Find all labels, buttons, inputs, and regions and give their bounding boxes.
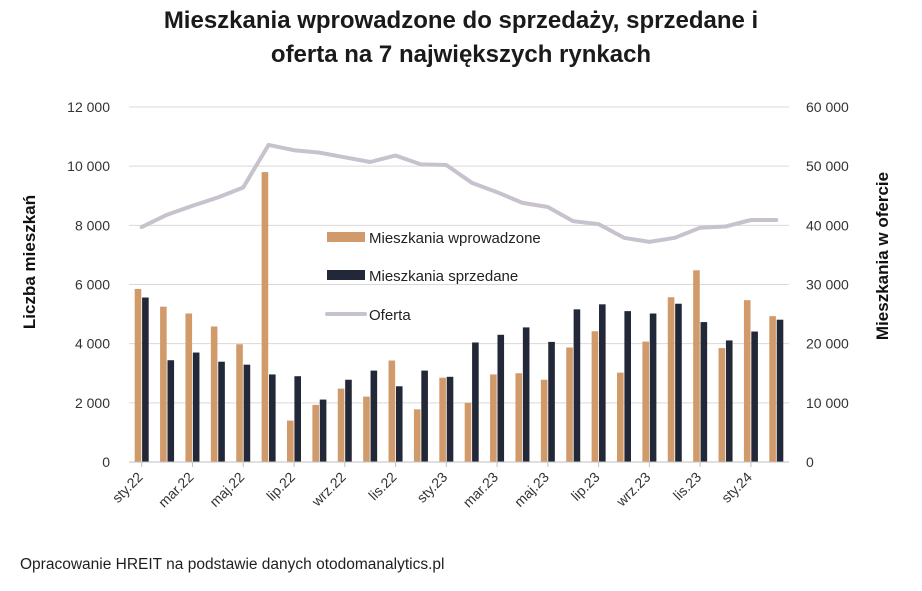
bar-mieszkania-sprzedane <box>599 304 606 462</box>
bar-mieszkania-sprzedane <box>472 342 479 462</box>
bar-series <box>134 172 784 463</box>
y-tick-label-right: 60 000 <box>806 99 849 115</box>
bar-mieszkania-sprzedane <box>243 364 251 462</box>
x-tick-label: mar.22 <box>155 469 197 511</box>
bar-mieszkania-wprowadzone <box>439 377 446 462</box>
gridlines <box>129 106 789 404</box>
x-tick-label: sty.24 <box>718 469 755 506</box>
bar-mieszkania-wprowadzone <box>515 373 523 462</box>
x-tick-label: maj.23 <box>511 469 552 510</box>
x-tick-label: maj.22 <box>206 469 247 510</box>
bar-mieszkania-sprzedane <box>294 376 301 462</box>
bar-mieszkania-wprowadzone <box>388 360 396 462</box>
bar-mieszkania-sprzedane <box>573 309 581 462</box>
bar-mieszkania-sprzedane <box>522 327 530 462</box>
bar-mieszkania-wprowadzone <box>591 331 599 462</box>
y-tick-label-right: 20 000 <box>806 336 849 352</box>
bar-mieszkania-wprowadzone <box>642 341 649 462</box>
bar-mieszkania-sprzedane <box>725 340 733 462</box>
bar-mieszkania-sprzedane <box>167 360 175 462</box>
x-tick-label: wrz.23 <box>612 469 653 510</box>
bar-mieszkania-sprzedane <box>497 334 505 462</box>
x-tick-label: lip.22 <box>263 469 298 504</box>
y-axis-title-right: Mieszkania w ofercie <box>873 171 892 341</box>
legend-label-oferta: Oferta <box>369 307 411 324</box>
chart-title-line-1: Mieszkania wprowadzone do sprzedaży, spr… <box>163 7 759 34</box>
x-tick-label: lis.22 <box>365 469 400 504</box>
bar-mieszkania-wprowadzone <box>134 288 142 462</box>
y-tick-label-right: 30 000 <box>806 277 849 293</box>
bar-mieszkania-sprzedane <box>370 370 378 462</box>
bar-mieszkania-sprzedane <box>421 370 428 462</box>
bar-mieszkania-sprzedane <box>751 331 758 462</box>
bar-mieszkania-sprzedane <box>345 379 352 462</box>
bar-mieszkania-sprzedane <box>776 319 784 462</box>
bar-mieszkania-wprowadzone <box>236 344 243 462</box>
y-tick-label-left: 12 000 <box>67 99 110 115</box>
chart-title: Mieszkania wprowadzone do sprzedaży, spr… <box>0 4 922 72</box>
bar-mieszkania-wprowadzone <box>667 297 675 462</box>
y-tick-label-right: 40 000 <box>806 217 849 233</box>
legend-label-mieszkania-sprzedane: Mieszkania sprzedane <box>369 268 518 285</box>
y-tick-label-left: 4 000 <box>75 336 110 352</box>
bar-mieszkania-wprowadzone <box>312 404 319 462</box>
bar-mieszkania-wprowadzone <box>743 300 751 462</box>
bar-mieszkania-sprzedane <box>649 313 657 462</box>
bar-mieszkania-sprzedane <box>218 361 225 462</box>
bar-mieszkania-wprowadzone <box>540 379 548 462</box>
x-tick-label: lip.23 <box>568 469 603 504</box>
y-tick-label-right: 10 000 <box>806 395 849 411</box>
bar-mieszkania-wprowadzone <box>718 348 726 462</box>
bar-mieszkania-sprzedane <box>675 303 682 462</box>
bar-mieszkania-wprowadzone <box>693 270 700 462</box>
bar-mieszkania-wprowadzone <box>617 372 624 462</box>
legend-swatch-mieszkania-sprzedane <box>327 270 365 280</box>
y-tick-label-left: 6 000 <box>75 277 110 293</box>
chart-title-line-2: oferta na 7 największych rynkach <box>270 41 652 68</box>
y-tick-label-left: 2 000 <box>75 395 110 411</box>
bar-mieszkania-sprzedane <box>624 311 631 462</box>
bar-mieszkania-sprzedane <box>142 297 149 462</box>
x-tick-label: mar.23 <box>460 469 502 511</box>
bar-mieszkania-sprzedane <box>700 322 708 462</box>
bar-mieszkania-wprowadzone <box>210 326 218 462</box>
y-tick-label-left: 8 000 <box>75 217 110 233</box>
right-axis-ticks: 0 10 000 20 000 30 000 40 000 50 000 60 000 <box>806 99 849 470</box>
x-tick-label: sty.23 <box>413 469 450 506</box>
y-tick-label-left: 10 000 <box>67 158 110 174</box>
bar-mieszkania-wprowadzone <box>413 409 421 462</box>
line-oferta <box>139 142 779 244</box>
bar-mieszkania-wprowadzone <box>464 402 472 462</box>
line-series <box>139 142 779 244</box>
legend: Mieszkania wprowadzone Mieszkania sprzeda… <box>325 230 541 324</box>
bar-mieszkania-wprowadzone <box>185 313 193 462</box>
bar-mieszkania-wprowadzone <box>337 388 345 462</box>
legend-swatch-mieszkania-wprowadzone <box>327 232 365 242</box>
y-tick-label-right: 50 000 <box>806 158 849 174</box>
legend-label-mieszkania-wprowadzone: Mieszkania wprowadzone <box>369 230 541 247</box>
bar-mieszkania-wprowadzone <box>769 316 776 462</box>
bar-mieszkania-wprowadzone <box>287 420 294 462</box>
x-axis: sty.22 mar.22 maj.22 lip.22 wrz.22 lis.22 sty.… <box>109 461 789 511</box>
bar-mieszkania-sprzedane <box>269 374 276 462</box>
source-note: Opracowanie HREIT na podstawie danych ot… <box>20 556 445 573</box>
bar-mieszkania-sprzedane <box>446 376 454 462</box>
bar-mieszkania-sprzedane <box>192 352 200 462</box>
x-tick-label: sty.22 <box>109 469 146 506</box>
y-axis-title-left: Liczba mieszkań <box>20 194 39 330</box>
x-tick-label: wrz.22 <box>308 469 349 510</box>
x-tick-label: lis.23 <box>670 469 705 504</box>
bar-mieszkania-wprowadzone <box>363 396 370 462</box>
bar-mieszkania-wprowadzone <box>160 306 167 462</box>
bar-mieszkania-wprowadzone <box>566 347 573 462</box>
y-tick-label-right: 0 <box>806 454 814 470</box>
left-axis-ticks: 0 2 000 4 000 6 000 8 000 10 000 12 000 <box>67 99 110 470</box>
y-tick-label-left: 0 <box>102 454 110 470</box>
bar-mieszkania-wprowadzone <box>261 172 269 463</box>
bar-mieszkania-sprzedane <box>548 341 555 462</box>
bar-mieszkania-sprzedane <box>395 386 403 462</box>
bar-mieszkania-wprowadzone <box>490 374 497 462</box>
bar-mieszkania-sprzedane <box>319 399 327 462</box>
